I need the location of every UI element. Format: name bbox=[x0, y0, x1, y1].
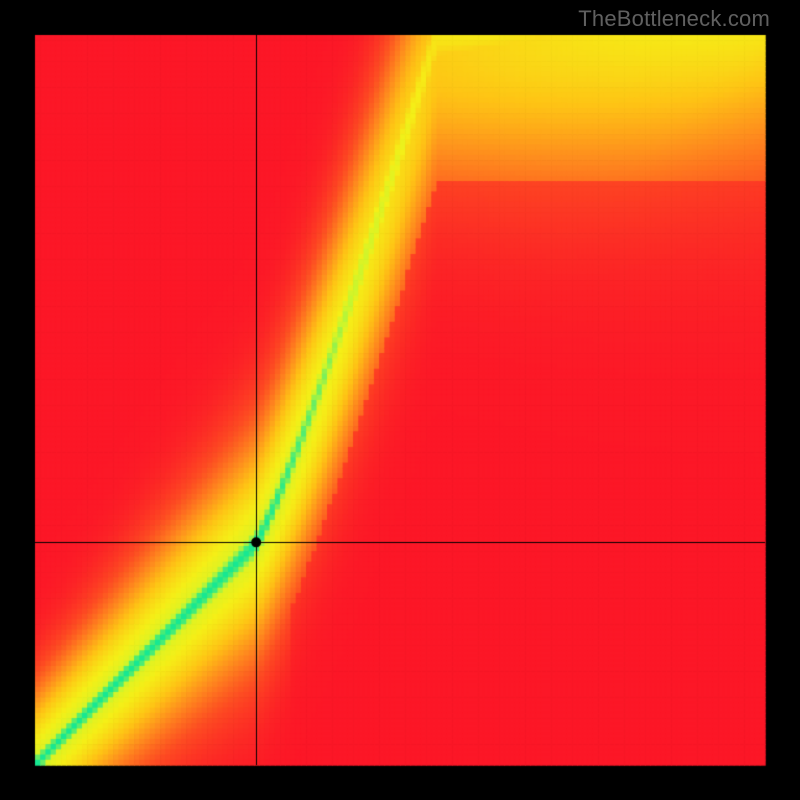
chart-frame: TheBottleneck.com bbox=[0, 0, 800, 800]
watermark-text: TheBottleneck.com bbox=[578, 6, 770, 32]
heatmap-canvas bbox=[0, 0, 800, 800]
